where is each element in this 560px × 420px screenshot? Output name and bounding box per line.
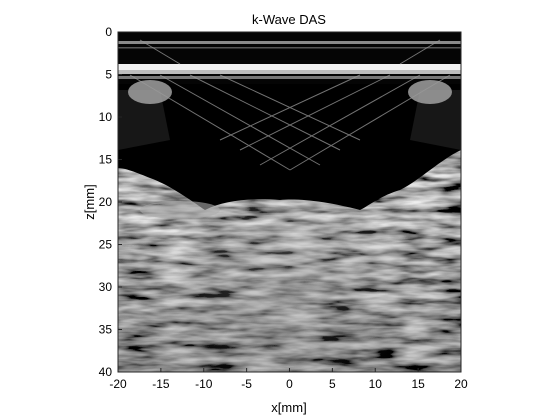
- bright-reflector-glow: [118, 70, 461, 74]
- y-tick-label: 10: [99, 110, 113, 124]
- y-axis-label: z[mm]: [82, 184, 97, 219]
- thin-reflector: [118, 41, 461, 44]
- chart-title: k-Wave DAS: [252, 12, 326, 27]
- x-tick-label: 15: [411, 377, 425, 391]
- x-axis-label: x[mm]: [271, 400, 306, 415]
- right-edge-blob: [408, 80, 452, 104]
- x-tick-label: -20: [109, 377, 127, 391]
- x-tick-label: -10: [195, 377, 213, 391]
- y-axis: 0 5 10 15 20 25 30 35 40: [99, 25, 122, 379]
- x-tick-label: 10: [369, 377, 383, 391]
- y-tick-label: 30: [99, 280, 113, 294]
- y-tick-label: 40: [99, 365, 113, 379]
- x-tick-label: -15: [152, 377, 170, 391]
- x-tick-label: 20: [454, 377, 468, 391]
- x-tick-label: 0: [286, 377, 293, 391]
- bright-reflector: [118, 64, 461, 70]
- bright-reflector-low: [118, 76, 461, 79]
- x-tick-label: 5: [329, 377, 336, 391]
- y-tick-label: 20: [99, 195, 113, 209]
- top-region: [118, 32, 461, 84]
- x-tick-label: -5: [241, 377, 252, 391]
- y-tick-label: 0: [105, 25, 112, 39]
- thin-reflector-2: [118, 47, 461, 49]
- left-edge-blob: [128, 80, 172, 104]
- left-haze: [118, 90, 170, 150]
- right-haze: [410, 90, 461, 150]
- y-tick-label: 35: [99, 323, 113, 337]
- x-axis: -20 -15 -10 -5 0 5 10 15 20: [109, 368, 468, 391]
- y-tick-label: 5: [105, 68, 112, 82]
- y-tick-label: 15: [99, 153, 113, 167]
- ultrasound-image: [118, 32, 461, 372]
- y-tick-label: 25: [99, 238, 113, 252]
